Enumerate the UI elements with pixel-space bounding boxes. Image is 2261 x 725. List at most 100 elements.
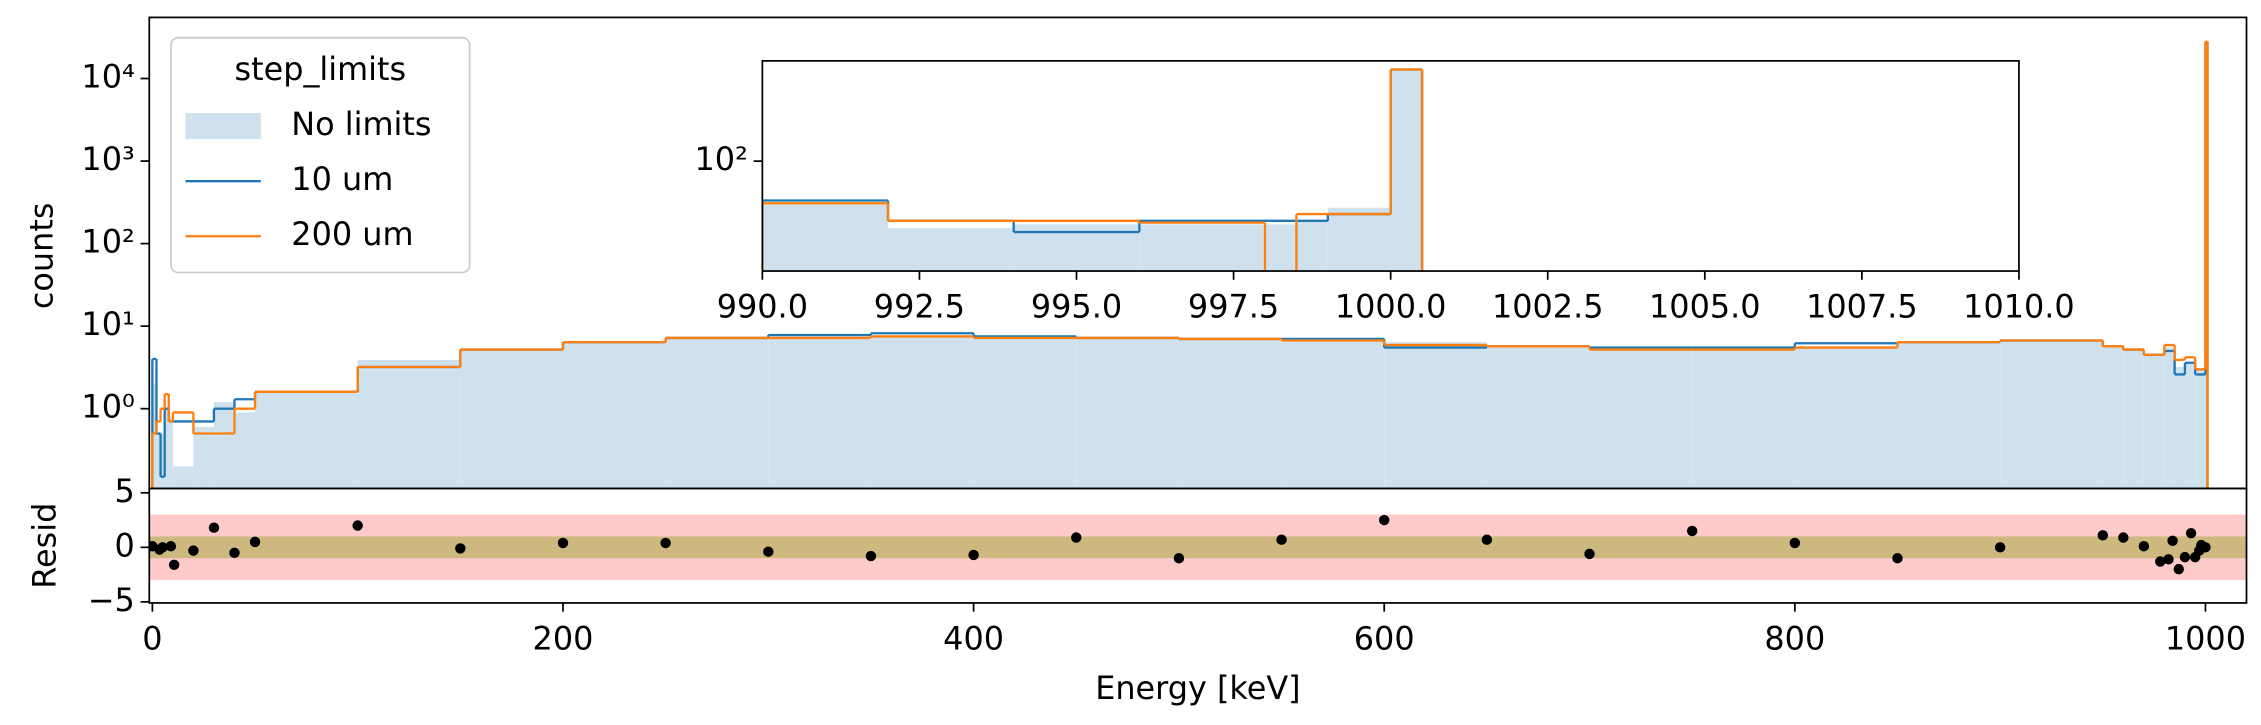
legend-label: No limits — [291, 105, 431, 143]
plot-area — [151, 40, 2209, 489]
hist-bar — [172, 466, 194, 489]
resid-point — [2173, 563, 2184, 575]
resid-point — [2097, 530, 2109, 541]
resid-point — [660, 537, 671, 549]
y-tick-label: 10⁴ — [81, 58, 134, 96]
plot-area — [149, 514, 2247, 581]
resid-point — [249, 536, 261, 548]
hist-bar — [2000, 340, 2103, 489]
hist-bar — [870, 336, 974, 489]
hist-bar — [2184, 363, 2196, 489]
x-tick-label: 200 — [533, 620, 594, 658]
axes-frame — [148, 487, 2248, 604]
hist-bar — [1384, 342, 1487, 489]
hist-bar — [2174, 366, 2185, 489]
x-tick-label: 1002.5 — [1492, 288, 1604, 326]
hist-bar — [2164, 347, 2175, 489]
hist-bar — [768, 337, 871, 489]
plot-area — [762, 68, 1424, 272]
resid-point — [2163, 554, 2174, 565]
x-tick-label: 600 — [1354, 620, 1415, 658]
resid-point — [1481, 534, 1493, 545]
hist-bar — [1296, 220, 1328, 272]
legend-title: step_limits — [235, 50, 407, 88]
x-tick-label: 997.5 — [1188, 288, 1279, 326]
y-tick-label: 10² — [81, 223, 134, 261]
resid-point — [763, 546, 774, 557]
resid-point — [968, 549, 979, 561]
hist-bar — [665, 337, 769, 489]
hist-bar — [193, 426, 214, 489]
y-tick-label: 10¹ — [81, 305, 134, 343]
resid-point — [208, 522, 220, 533]
x-axis-label: Energy [keV] — [1095, 669, 1300, 707]
x-tick-label: 0 — [142, 620, 162, 658]
resid-point — [2167, 535, 2178, 547]
y-tick-label: 5 — [115, 472, 135, 510]
hist-bar — [152, 383, 157, 489]
y-tick-label: 10³ — [81, 140, 134, 178]
hist-bar — [762, 204, 889, 272]
y-tick-label: −5 — [88, 581, 135, 619]
x-tick-label: 1000.0 — [1335, 288, 1447, 326]
resid-point — [165, 541, 177, 552]
resid-point — [157, 542, 168, 553]
resid-point — [455, 543, 466, 554]
legend-box — [170, 36, 471, 274]
hist-bar — [1692, 349, 1795, 489]
hist-bar — [168, 416, 173, 489]
hist-bar — [2102, 346, 2124, 489]
hist-bar — [160, 433, 165, 489]
hist-bar — [562, 342, 666, 489]
resid-point — [1686, 525, 1698, 537]
resid-point — [2185, 527, 2197, 539]
resid-point — [2179, 551, 2191, 563]
resid-point — [1378, 514, 1390, 526]
x-tick-label: 995.0 — [1031, 288, 1122, 326]
resid-point — [168, 559, 180, 570]
resid-point — [352, 520, 363, 531]
hist-bar — [1281, 340, 1385, 489]
hist-bar — [1076, 337, 1179, 489]
hist-bar — [1486, 346, 1590, 489]
hist-bar — [1139, 224, 1266, 272]
x-tick-label: 1007.5 — [1806, 288, 1918, 326]
hist-bar — [357, 359, 461, 489]
legend-swatch — [185, 113, 261, 140]
resid-point — [865, 550, 877, 562]
resid-point — [229, 547, 240, 559]
resid-point — [2200, 542, 2211, 553]
hist-bar — [255, 391, 358, 489]
x-tick-label: 400 — [943, 620, 1004, 658]
hist-bar — [1265, 224, 1297, 272]
hist-bar — [213, 402, 235, 489]
hist-bar — [973, 337, 1077, 489]
hist-bar — [164, 408, 169, 489]
resid-point — [1892, 553, 1903, 564]
hist-bar — [2123, 349, 2144, 489]
x-tick-label: 800 — [1764, 620, 1825, 658]
y-axis-label: counts — [22, 203, 60, 310]
x-tick-label: 1000 — [2165, 620, 2246, 658]
hist-bar — [234, 412, 256, 489]
resid-point — [188, 545, 199, 556]
x-tick-label: 992.5 — [874, 288, 965, 326]
resid-point — [1994, 542, 2006, 553]
resid-point — [1173, 553, 1185, 564]
hist-bar — [1794, 347, 1898, 489]
hist-bar — [2143, 354, 2165, 489]
hist-bar — [1327, 207, 1391, 272]
band — [149, 536, 2247, 559]
legend-label: 10 um — [291, 160, 393, 198]
hist-bar — [1897, 342, 2001, 489]
y-tick-label: 0 — [115, 526, 135, 564]
x-tick-label: 990.0 — [717, 288, 808, 326]
resid-point — [2155, 556, 2166, 567]
hist-bar — [1589, 349, 1693, 489]
resid-point — [1071, 532, 1082, 543]
resid-point — [2138, 541, 2150, 552]
hist-bar — [460, 349, 563, 489]
hist-bar — [156, 433, 161, 489]
hist-bar — [1390, 69, 1423, 272]
y-axis-label: Resid — [25, 503, 63, 589]
